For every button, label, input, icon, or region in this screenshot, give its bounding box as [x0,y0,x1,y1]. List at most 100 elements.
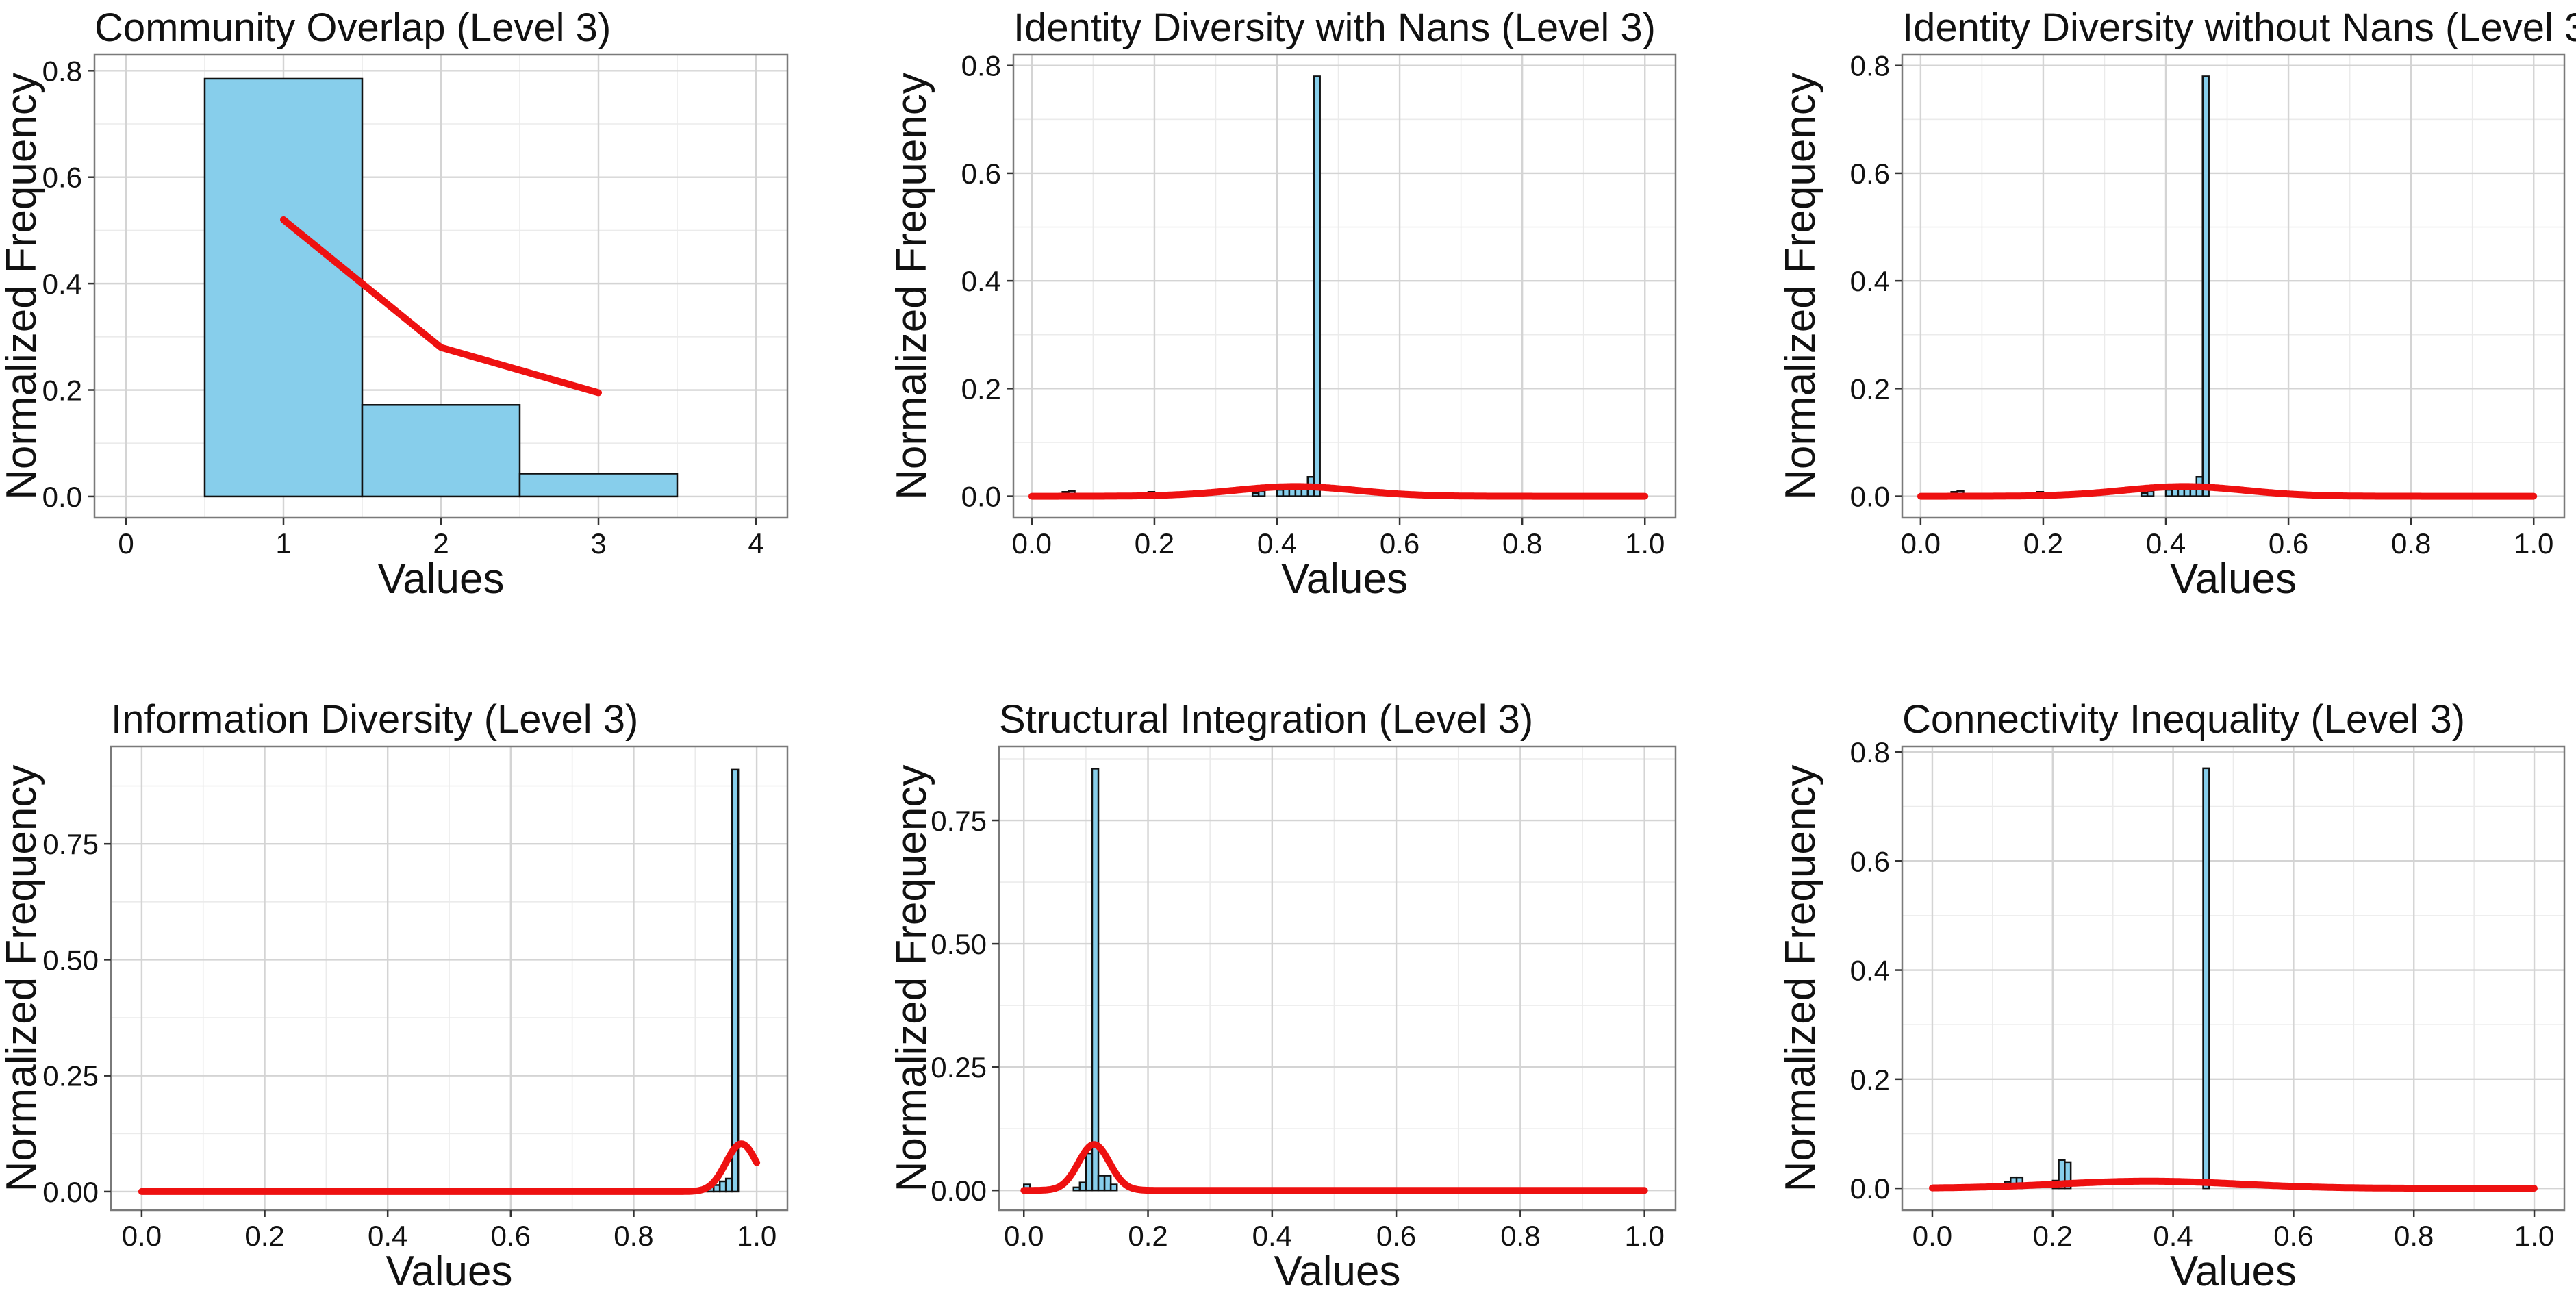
y-tick-label: 0.25 [931,1051,987,1083]
x-tick-label: 0.6 [1376,1220,1416,1252]
histogram-bar [724,1177,733,1193]
trend-line [280,216,602,397]
histogram-bar [1072,1186,1081,1192]
y-axis-label: Normalized Frequency [1777,73,1824,500]
x-tick-label: 0.8 [1500,1220,1540,1252]
y-tick-label: 0.6 [1850,845,1890,877]
y-tick-label: 0.8 [1850,50,1890,82]
histogram-bar [1313,75,1321,497]
histogram-bar [2164,488,2173,497]
histogram-bars [1023,768,1118,1192]
plot-frame [1901,53,2566,519]
y-axis-label: Normalized Frequency [1777,765,1824,1192]
x-tick-label: 0.0 [1004,1220,1044,1252]
histogram-bar [1078,1181,1087,1192]
histogram-bar [1276,488,1285,497]
x-tick-label: 0.4 [368,1220,407,1252]
x-tick-label: 4 [748,527,763,560]
histogram-bar [361,404,521,498]
x-axis-label: Values [1274,1248,1401,1293]
chart-panel-6: 0.0 0.2 0.4 0.6 0.8 1.0 0.0 0.2 0.4 0.6 0.8 Connect… [1777,697,2566,1293]
chart-panel-4: 0.0 0.2 0.4 0.6 0.8 1.0 0.00 0.25 0.50 0.75 Inform… [0,697,789,1293]
x-tick-label: 0.0 [1912,1220,1952,1252]
x-tick-label: 1 [275,527,291,560]
x-tick-label: 0.2 [2023,527,2063,560]
y-tick-label: 0.6 [961,158,1001,190]
y-tick-label: 0.2 [961,373,1001,405]
x-tick-label: 0.8 [2391,527,2431,560]
chart-title: Community Overlap (Level 3) [94,5,611,50]
chart-title: Identity Diversity without Nans (Level 3… [1902,5,2576,50]
y-tick-label: 0.25 [42,1060,99,1092]
x-tick-label: 2 [433,527,449,560]
y-tick-label: 0.00 [42,1176,99,1208]
y-tick-label: 0.0 [1850,481,1890,513]
histogram-bar [1103,1175,1112,1192]
kde-curve [1020,1141,1648,1194]
y-tick-label: 0.0 [42,481,82,513]
y-tick-label: 0.8 [1850,736,1890,768]
y-axis-label: Normalized Frequency [888,73,935,500]
histogram-bar [1091,768,1100,1192]
y-tick-label: 0.50 [42,944,99,976]
y-tick-label: 0.2 [1850,373,1890,405]
x-tick-label: 0.6 [491,1220,531,1252]
x-tick-label: 0.8 [1502,527,1542,560]
y-tick-label: 0.4 [961,265,1001,297]
x-tick-label: 3 [590,527,606,560]
chart-panel-3: 0.0 0.2 0.4 0.6 0.8 1.0 0.0 0.2 0.4 0.6 0.8 Identit… [1777,5,2576,603]
kde-curve [1917,483,2538,500]
x-tick-label: 0 [118,527,134,560]
y-tick-label: 0.0 [1850,1172,1890,1205]
histogram-bar [718,1180,727,1193]
histogram-bars [700,768,740,1193]
histogram-bar [1257,490,1266,497]
x-tick-label: 0.4 [1257,527,1297,560]
kde-curve [1028,483,1649,500]
x-tick-label: 0.2 [244,1220,284,1252]
chart-title: Structural Integration (Level 3) [999,697,1533,742]
histogram-bar [2140,492,2149,497]
gridlines [111,746,787,1210]
x-tick-label: 1.0 [737,1220,776,1252]
histogram-bars [1950,75,2210,497]
x-axis-label: Values [2170,555,2297,603]
x-tick-label: 0.0 [1901,527,1941,560]
histogram-bar [2146,490,2155,497]
y-tick-label: 0.75 [931,805,987,837]
x-tick-label: 1.0 [1625,527,1665,560]
y-tick-label: 0.2 [42,375,82,407]
x-axis-label: Values [2170,1248,2297,1293]
y-tick-label: 0.50 [931,928,987,960]
y-tick-label: 0.0 [961,481,1001,513]
y-tick-label: 0.4 [1850,265,1890,297]
histogram-bar [1109,1183,1118,1192]
x-tick-label: 0.6 [2269,527,2308,560]
histogram-bar [203,77,364,498]
histogram-bar [2201,75,2210,497]
x-tick-label: 0.6 [1380,527,1419,560]
x-tick-label: 1.0 [2514,1220,2554,1252]
chart-panel-2: 0.0 0.2 0.4 0.6 0.8 1.0 0.0 0.2 0.4 0.6 0.8 Identit… [888,5,1677,603]
histogram-bar [731,768,740,1193]
plot-frame [1012,53,1677,519]
x-tick-label: 0.8 [2394,1220,2434,1252]
x-tick-label: 0.2 [2033,1220,2073,1252]
x-tick-label: 1.0 [1624,1220,1664,1252]
histogram-bar [1251,492,1260,497]
histogram-bar [2202,767,2210,1190]
plot-frame [110,745,789,1212]
y-tick-label: 0.00 [931,1175,987,1207]
y-tick-label: 0.4 [1850,955,1890,987]
gridlines [999,746,1676,1210]
y-axis-label: Normalized Frequency [0,73,45,500]
y-tick-label: 0.8 [42,55,82,87]
y-tick-label: 0.8 [961,50,1001,82]
y-axis-label: Normalized Frequency [0,765,45,1192]
x-axis-label: Values [1281,555,1408,603]
gridlines [1013,55,1676,518]
y-tick-label: 0.2 [1850,1064,1890,1096]
x-tick-label: 1.0 [2514,527,2553,560]
x-tick-label: 0.4 [2146,527,2186,560]
